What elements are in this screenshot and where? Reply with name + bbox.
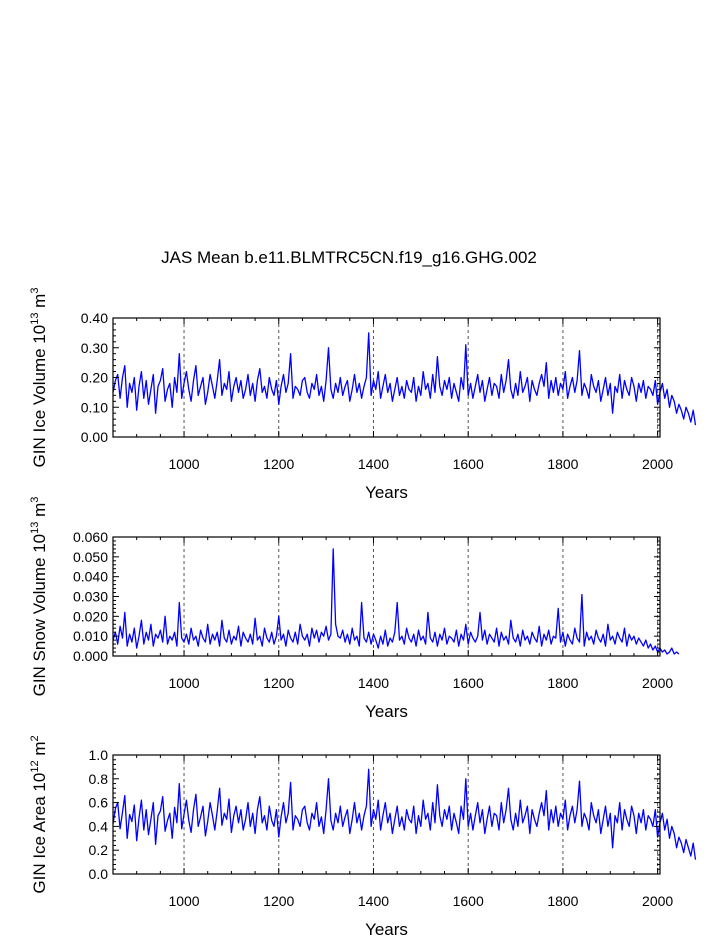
x-tick-label: 1800 <box>547 456 578 472</box>
x-tick-label: 1600 <box>453 456 484 472</box>
y-tick-label: 0.030 <box>73 589 108 605</box>
x-axis-label: Years <box>365 920 408 935</box>
y-tick-label: 0.8 <box>89 771 109 787</box>
x-axis-label: Years <box>365 483 408 502</box>
y-axis-label-part: 3 <box>29 497 41 503</box>
x-tick-label: 1000 <box>168 893 199 909</box>
y-tick-label: 0.40 <box>81 310 108 326</box>
y-axis-label-part: GIN Snow Volume 10 <box>30 534 49 697</box>
x-tick-label: 1200 <box>263 893 294 909</box>
y-axis-label-part: 3 <box>29 288 41 294</box>
y-tick-label: 0.10 <box>81 399 108 415</box>
x-tick-label: 1200 <box>263 675 294 691</box>
x-axis-label: Years <box>365 702 408 721</box>
y-tick-label: 0.00 <box>81 429 108 445</box>
y-tick-label: 0.4 <box>89 818 109 834</box>
y-axis-label: GIN Ice Area 1012 m2 <box>29 735 49 893</box>
y-tick-label: 0.040 <box>73 569 108 585</box>
y-axis-label-part: GIN Ice Area 10 <box>30 773 49 894</box>
y-axis-label-part: 13 <box>29 522 41 534</box>
y-axis-label-part: 13 <box>29 313 41 325</box>
x-tick-label: 2000 <box>642 456 673 472</box>
y-tick-label: 0.000 <box>73 648 108 664</box>
panel-ice-volume: 1000 1200 1400 1600 1800 2000 0.00 0.10 0.20 0.30… <box>29 288 697 502</box>
y-axis-label-part: m <box>30 503 49 522</box>
y-axis-label-part: 2 <box>29 735 41 741</box>
y-tick-label: 0.010 <box>73 628 108 644</box>
panel-ice-area: 1000 1200 1400 1600 1800 2000 0.0 0.2 0.4 0.6 0.8 1… <box>29 735 697 935</box>
y-tick-label: 0.060 <box>73 529 108 545</box>
x-tick-label: 2000 <box>642 675 673 691</box>
x-tick-label: 1800 <box>547 675 578 691</box>
y-axis-label-part: m <box>30 742 49 761</box>
plot-frame <box>112 754 661 875</box>
x-tick-label: 1400 <box>358 456 389 472</box>
x-tick-label: 2000 <box>642 893 673 909</box>
y-tick-label: 0.0 <box>89 866 109 882</box>
y-axis-label-part: GIN Ice Volume 10 <box>30 325 49 468</box>
y-axis-label: GIN Ice Volume 1013 m3 <box>29 288 49 468</box>
y-tick-label: 1.0 <box>89 747 109 763</box>
x-tick-label: 1800 <box>547 893 578 909</box>
series-line <box>112 768 697 860</box>
chart-title: JAS Mean b.e11.BLMTRC5CN.f19_g16.GHG.002 <box>161 248 537 267</box>
y-tick-label: 0.6 <box>89 795 109 811</box>
x-tick-label: 1200 <box>263 456 294 472</box>
x-tick-label: 1600 <box>453 893 484 909</box>
y-axis-label: GIN Snow Volume 1013 m3 <box>29 497 49 697</box>
y-tick-label: 0.2 <box>89 842 109 858</box>
panel-snow-volume: 1000 1200 1400 1600 1800 2000 0.000 0.010 0.020 0… <box>29 497 680 721</box>
y-tick-label: 0.20 <box>81 370 108 386</box>
y-tick-label: 0.020 <box>73 608 108 624</box>
y-axis-label-part: 12 <box>29 760 41 772</box>
x-tick-label: 1000 <box>168 456 199 472</box>
x-tick-label: 1400 <box>358 675 389 691</box>
y-tick-label: 0.30 <box>81 340 108 356</box>
y-axis-label-part: m <box>30 294 49 313</box>
series-line <box>112 332 697 426</box>
x-tick-label: 1600 <box>453 675 484 691</box>
series-line <box>112 548 680 655</box>
x-tick-label: 1400 <box>358 893 389 909</box>
y-tick-label: 0.050 <box>73 549 108 565</box>
x-tick-label: 1000 <box>168 675 199 691</box>
